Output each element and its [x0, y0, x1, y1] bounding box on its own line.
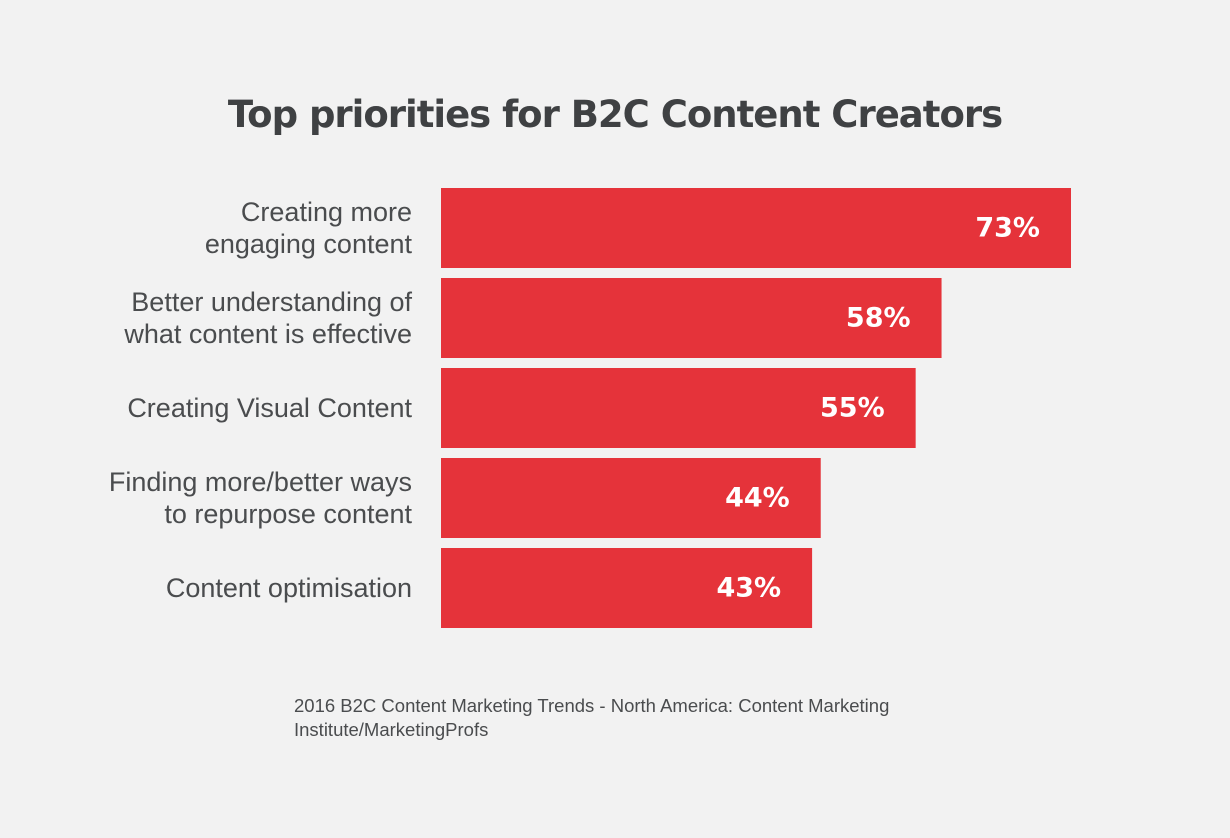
bar-value-label-4: 44%: [725, 483, 790, 514]
category-label-1-line-2: engaging content: [205, 229, 413, 259]
category-label-4-line-1: Finding more/better ways: [109, 467, 412, 497]
bar-1: [441, 188, 1071, 268]
category-label-4-line-2: to repurpose content: [164, 499, 412, 529]
bar-4: [441, 458, 821, 538]
bar-3: [441, 368, 916, 448]
category-label-5-line-1: Content optimisation: [166, 573, 412, 603]
bar-value-label-1: 73%: [975, 213, 1040, 244]
bar-value-label-5: 43%: [716, 573, 781, 604]
category-label-2-line-2: what content is effective: [123, 319, 412, 349]
bar-value-label-3: 55%: [820, 393, 885, 424]
chart-title: Top priorities for B2C Content Creators: [227, 93, 1003, 136]
bar-value-label-2: 58%: [846, 303, 911, 334]
category-label-1-line-1: Creating more: [241, 197, 412, 227]
bar-5: [441, 548, 813, 628]
category-label-2-line-1: Better understanding of: [131, 287, 412, 317]
source-note: 2016 B2C Content Marketing Trends - Nort…: [294, 695, 890, 740]
bar-2: [441, 278, 942, 358]
category-label-3-line-1: Creating Visual Content: [127, 393, 412, 423]
